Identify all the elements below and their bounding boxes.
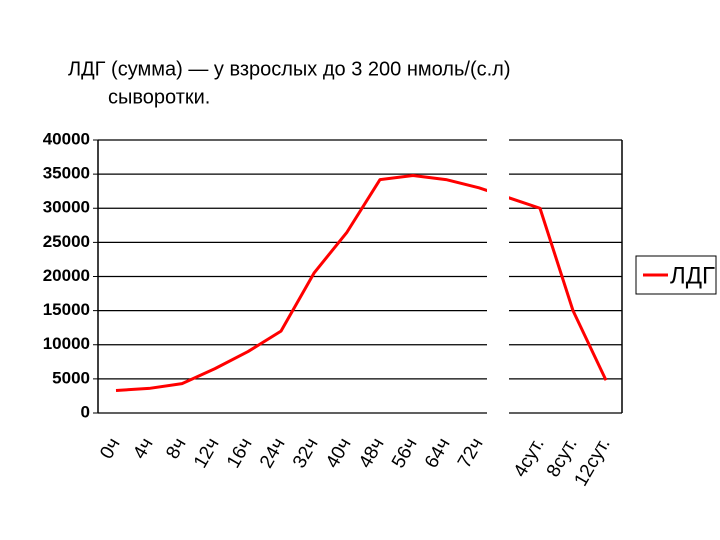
chart-title: ЛДГ (сумма) — у взрослых до 3 200 нмоль/… [68,58,511,80]
x-tick-label: 12ч [190,435,224,472]
x-tick-label: 4сут. [510,435,549,481]
y-tick-label: 35000 [43,164,90,183]
axis-break [487,125,509,425]
y-tick-label: 40000 [43,129,90,148]
x-tick-label: 72ч [454,435,488,472]
y-tick-label: 25000 [43,232,90,251]
x-tick-label: 48ч [355,435,389,472]
x-tick-label: 64ч [421,435,455,472]
y-tick-label: 10000 [43,334,90,353]
data-line [115,173,608,392]
x-tick-label: 40ч [322,435,356,472]
y-tick-label: 5000 [52,368,90,387]
y-tick-label: 20000 [43,266,90,285]
y-tick-label: 15000 [43,300,90,319]
x-tick-label: 4ч [129,435,157,463]
x-tick-label: 24ч [256,435,290,472]
x-tick-label: 16ч [223,435,257,472]
legend-label: ЛДГ [670,262,715,289]
x-tick-label: 56ч [388,435,422,472]
x-tick-label: 32ч [289,435,323,472]
y-tick-label: 30000 [43,198,90,217]
chart-subtitle: сыворотки. [108,86,210,108]
y-tick-label: 0 [81,402,90,421]
x-tick-label: 0ч [96,435,124,463]
x-tick-label: 8ч [162,435,190,463]
